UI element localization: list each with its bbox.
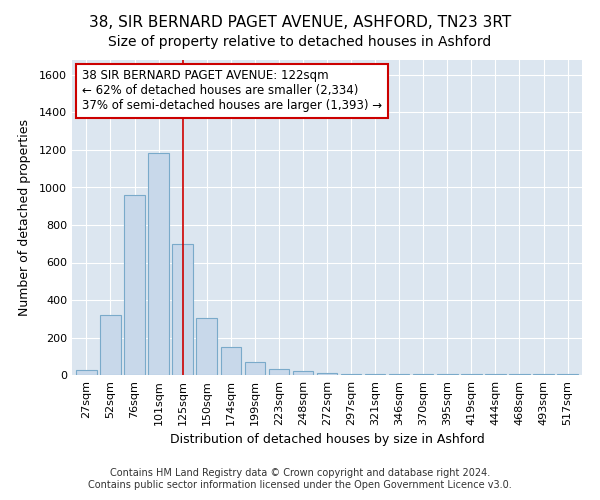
Bar — [245, 362, 265, 375]
Bar — [365, 374, 385, 375]
Bar — [148, 153, 169, 375]
Bar — [485, 374, 506, 375]
Bar — [341, 374, 361, 375]
Bar — [221, 347, 241, 375]
Text: Contains HM Land Registry data © Crown copyright and database right 2024.
Contai: Contains HM Land Registry data © Crown c… — [88, 468, 512, 490]
Bar — [317, 373, 337, 375]
Bar — [293, 371, 313, 375]
Bar — [437, 374, 458, 375]
Bar — [389, 374, 409, 375]
Text: Size of property relative to detached houses in Ashford: Size of property relative to detached ho… — [109, 35, 491, 49]
Bar — [172, 244, 193, 375]
Bar — [509, 374, 530, 375]
Bar — [100, 315, 121, 375]
Bar — [413, 374, 433, 375]
X-axis label: Distribution of detached houses by size in Ashford: Distribution of detached houses by size … — [170, 434, 484, 446]
Bar — [196, 318, 217, 375]
Y-axis label: Number of detached properties: Number of detached properties — [17, 119, 31, 316]
Bar — [76, 370, 97, 375]
Bar — [269, 370, 289, 375]
Bar — [124, 195, 145, 375]
Bar — [533, 374, 554, 375]
Text: 38 SIR BERNARD PAGET AVENUE: 122sqm
← 62% of detached houses are smaller (2,334): 38 SIR BERNARD PAGET AVENUE: 122sqm ← 62… — [82, 70, 382, 112]
Text: 38, SIR BERNARD PAGET AVENUE, ASHFORD, TN23 3RT: 38, SIR BERNARD PAGET AVENUE, ASHFORD, T… — [89, 15, 511, 30]
Bar — [557, 374, 578, 375]
Bar — [461, 374, 482, 375]
